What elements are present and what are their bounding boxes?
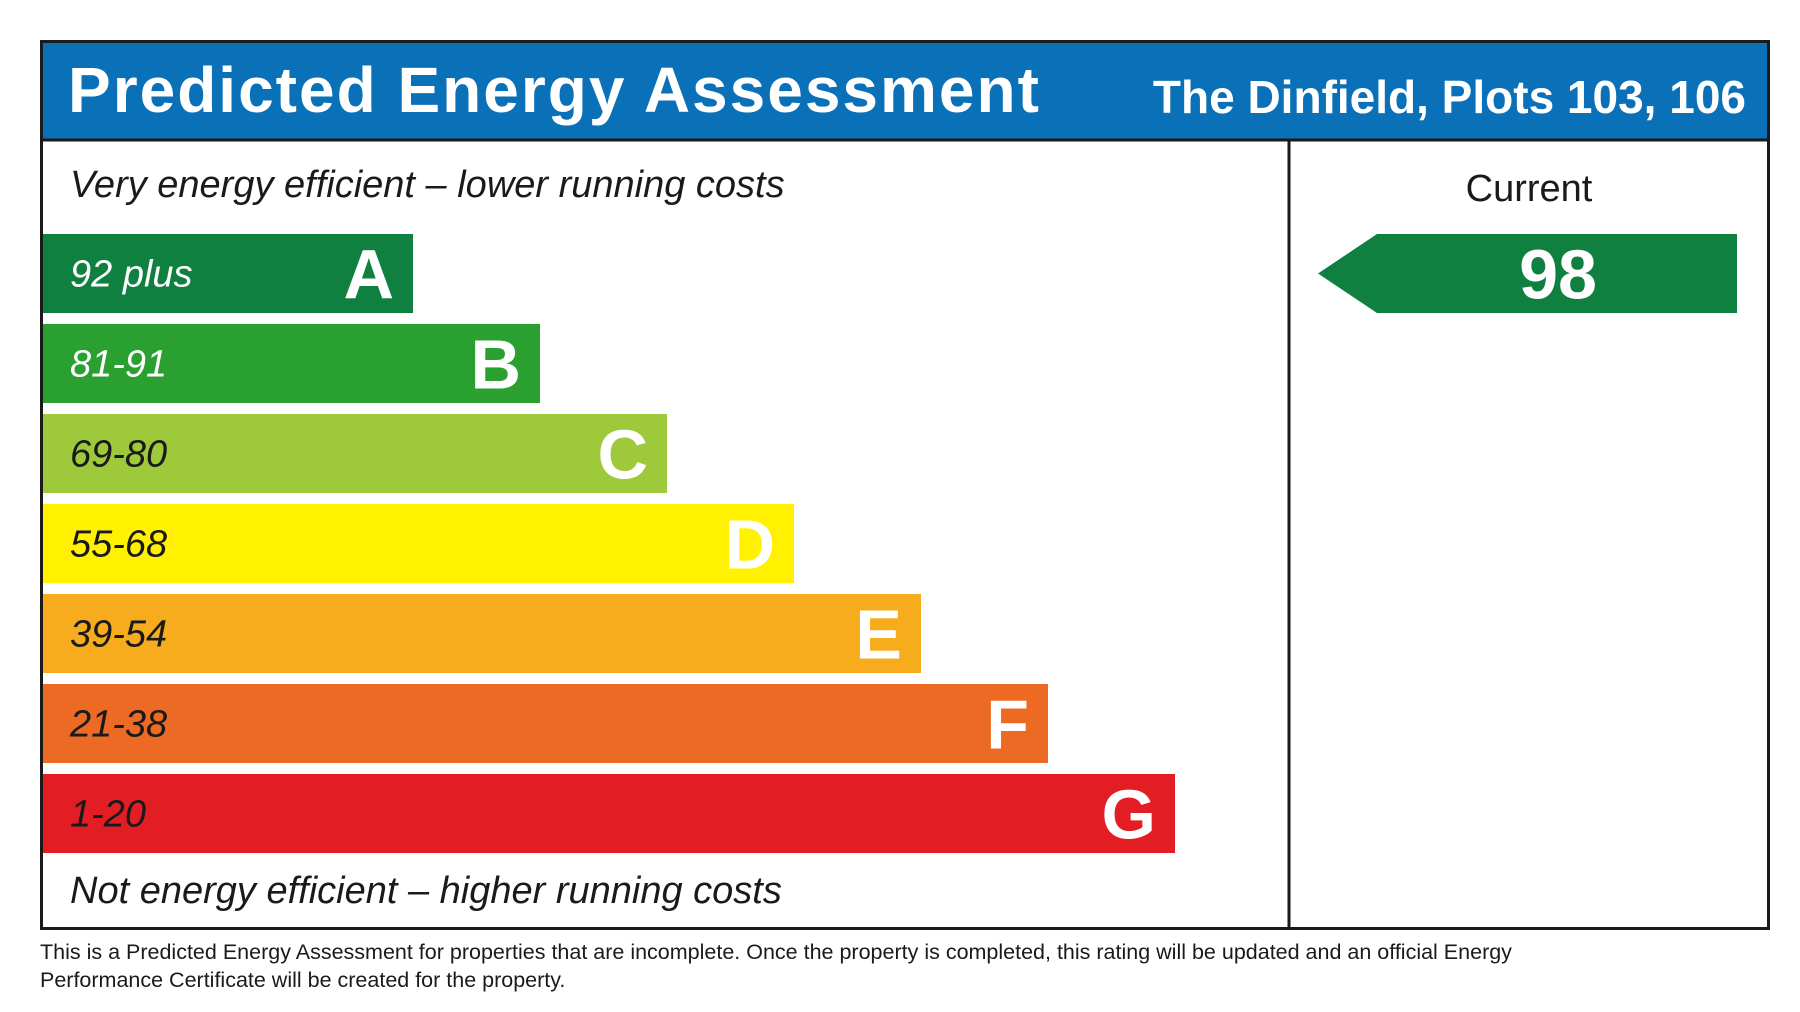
band-range-e: 39-54 bbox=[70, 614, 167, 656]
band-bar-b bbox=[43, 324, 540, 403]
band-letter-f: F bbox=[986, 686, 1029, 764]
band-range-f: 21-38 bbox=[69, 704, 167, 746]
current-rating-arrow bbox=[1318, 234, 1737, 313]
header-title: Predicted Energy Assessment bbox=[68, 54, 1041, 126]
current-rating-value: 98 bbox=[1519, 236, 1597, 314]
band-range-b: 81-91 bbox=[70, 344, 167, 386]
band-bar-e bbox=[43, 594, 921, 673]
band-bar-d bbox=[43, 504, 794, 583]
band-letter-c: C bbox=[597, 416, 648, 494]
disclaimer-text: This is a Predicted Energy Assessment fo… bbox=[40, 940, 1512, 992]
band-bar-a bbox=[43, 234, 413, 313]
header-bar bbox=[42, 42, 1768, 139]
bottom-note: Not energy efficient – higher running co… bbox=[70, 870, 782, 912]
band-range-g: 1-20 bbox=[70, 794, 146, 836]
current-column-header: Current bbox=[1466, 168, 1593, 210]
band-letter-g: G bbox=[1102, 776, 1156, 854]
band-bar-f bbox=[43, 684, 1048, 763]
band-letter-e: E bbox=[855, 596, 902, 674]
band-range-a: 92 plus bbox=[70, 254, 193, 296]
header-property: The Dinfield, Plots 103, 106 bbox=[1153, 71, 1746, 123]
band-letter-a: A bbox=[343, 236, 394, 314]
top-note: Very energy efficient – lower running co… bbox=[70, 164, 785, 206]
rating-bands: 92 plus A 81-91 B 69-80 C 55-68 D 39-54 E 21-38 F 1-… bbox=[43, 234, 1175, 854]
band-bar-c bbox=[43, 414, 667, 493]
band-letter-d: D bbox=[724, 506, 775, 584]
current-column: 98 bbox=[1318, 234, 1737, 314]
band-range-d: 55-68 bbox=[70, 524, 167, 566]
band-range-c: 69-80 bbox=[70, 434, 167, 476]
band-bar-g bbox=[43, 774, 1175, 853]
band-letter-b: B bbox=[470, 326, 521, 404]
chart-frame bbox=[40, 40, 1770, 930]
